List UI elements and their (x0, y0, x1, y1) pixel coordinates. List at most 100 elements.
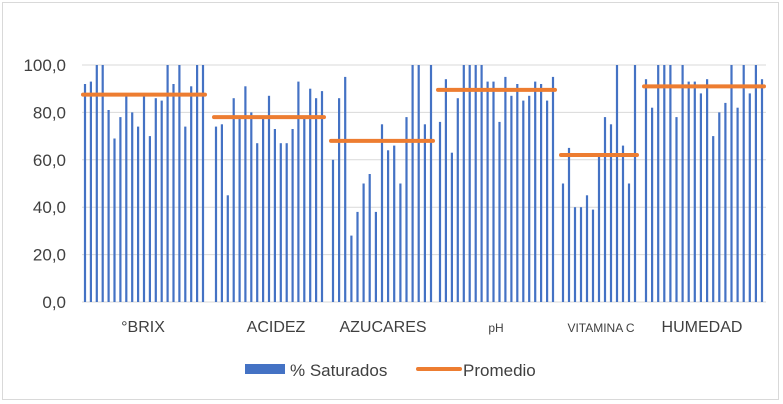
bar (694, 82, 696, 302)
bar (190, 86, 192, 302)
bar (528, 96, 530, 302)
bar (724, 103, 726, 302)
bar (628, 184, 630, 303)
category-label: AZUCARES (339, 319, 426, 336)
legend-swatch-bars (245, 364, 285, 374)
bar (149, 136, 151, 302)
bar (344, 77, 346, 302)
bar (469, 65, 471, 302)
bar (598, 155, 600, 302)
bar (445, 79, 447, 302)
bar (487, 82, 489, 302)
category-label: VITAMINA C (567, 321, 634, 335)
bar (399, 184, 401, 303)
bar (534, 82, 536, 302)
bar (755, 65, 757, 302)
bar (202, 65, 204, 302)
bar (131, 112, 133, 302)
bar (475, 65, 477, 302)
bar (663, 65, 665, 302)
category-label: ACIDEZ (247, 319, 306, 336)
bar (634, 65, 636, 302)
bar (737, 108, 739, 302)
bar (457, 98, 459, 302)
bar (161, 101, 163, 302)
bar (356, 212, 358, 302)
bar (262, 117, 264, 302)
category-label: pH (488, 321, 503, 335)
bar (552, 77, 554, 302)
bar (363, 184, 365, 303)
bar (592, 210, 594, 302)
bar (405, 117, 407, 302)
bar (227, 195, 229, 302)
y-tick-label: 100,0 (23, 56, 66, 75)
bar (568, 148, 570, 302)
bar (439, 122, 441, 302)
bar (375, 212, 377, 302)
bar (172, 84, 174, 302)
legend-label-bars: % Saturados (290, 361, 387, 380)
bar (616, 65, 618, 302)
bar (84, 84, 86, 302)
bar (303, 117, 305, 302)
bar (381, 124, 383, 302)
bar (119, 117, 121, 302)
bar (516, 84, 518, 302)
bar (712, 136, 714, 302)
bar (610, 124, 612, 302)
y-axis-ticks: 0,0 20,0 40,0 60,0 80,0 100,0 (23, 56, 66, 312)
bar (498, 122, 500, 302)
y-tick-label: 40,0 (33, 198, 66, 217)
bar (250, 112, 252, 302)
bar (256, 143, 258, 302)
bar (96, 65, 98, 302)
bar (669, 65, 671, 302)
bar (688, 82, 690, 302)
bar (418, 65, 420, 302)
bar (622, 146, 624, 302)
bar (90, 82, 92, 302)
bar (657, 65, 659, 302)
bar (125, 96, 127, 302)
y-tick-label: 0,0 (42, 293, 66, 312)
bar (463, 65, 465, 302)
legend: % Saturados Promedio (245, 361, 536, 380)
bar (137, 127, 139, 302)
bar (274, 129, 276, 302)
bar (540, 84, 542, 302)
bar (451, 153, 453, 302)
bar (562, 184, 564, 303)
bar (718, 112, 720, 302)
bar (292, 129, 294, 302)
bar (108, 110, 110, 302)
bar (321, 91, 323, 302)
bar (393, 146, 395, 302)
bar (178, 65, 180, 302)
bar (167, 65, 169, 302)
bar (580, 207, 582, 302)
bar (239, 117, 241, 302)
bar (350, 236, 352, 302)
bar (706, 79, 708, 302)
bar (332, 160, 334, 302)
category-label: HUMEDAD (662, 319, 743, 336)
bar (113, 139, 115, 303)
y-tick-label: 60,0 (33, 151, 66, 170)
bar (315, 98, 317, 302)
bar (430, 65, 432, 302)
bar (675, 117, 677, 302)
bar (369, 174, 371, 302)
x-axis-labels: °BRIX ACIDEZ AZUCARES pH VITAMINA C HUME… (121, 319, 742, 336)
bar (309, 89, 311, 302)
bar (424, 124, 426, 302)
bar (682, 65, 684, 302)
bar (280, 143, 282, 302)
bar (233, 98, 235, 302)
bar (338, 98, 340, 302)
bar (387, 150, 389, 302)
bar (522, 101, 524, 302)
bar (730, 65, 732, 302)
bar (481, 65, 483, 302)
